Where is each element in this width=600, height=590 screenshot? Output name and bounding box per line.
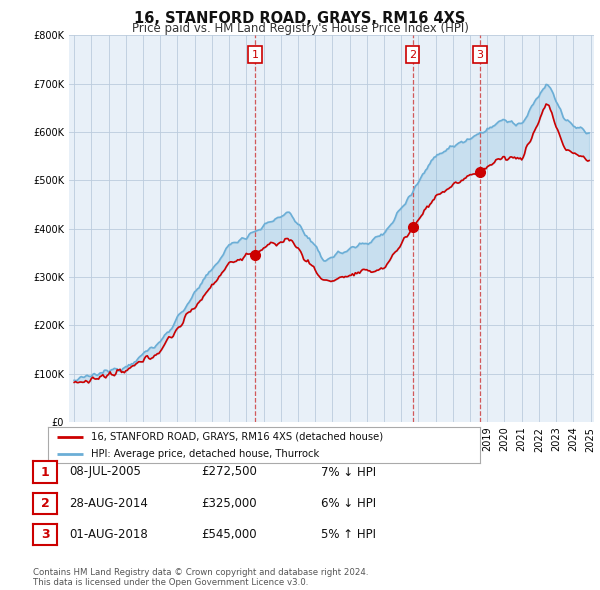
Text: £272,500: £272,500: [201, 466, 257, 478]
Text: 5% ↑ HPI: 5% ↑ HPI: [321, 528, 376, 541]
Text: 1: 1: [41, 466, 49, 478]
Text: 16, STANFORD ROAD, GRAYS, RM16 4XS: 16, STANFORD ROAD, GRAYS, RM16 4XS: [134, 11, 466, 25]
Text: 2: 2: [409, 50, 416, 60]
Text: £325,000: £325,000: [201, 497, 257, 510]
Text: HPI: Average price, detached house, Thurrock: HPI: Average price, detached house, Thur…: [91, 449, 319, 459]
Text: 7% ↓ HPI: 7% ↓ HPI: [321, 466, 376, 478]
Text: 3: 3: [476, 50, 484, 60]
Text: Contains HM Land Registry data © Crown copyright and database right 2024.
This d: Contains HM Land Registry data © Crown c…: [33, 568, 368, 587]
Text: 3: 3: [41, 528, 49, 541]
Text: 08-JUL-2005: 08-JUL-2005: [69, 466, 141, 478]
Text: 01-AUG-2018: 01-AUG-2018: [69, 528, 148, 541]
Text: Price paid vs. HM Land Registry's House Price Index (HPI): Price paid vs. HM Land Registry's House …: [131, 22, 469, 35]
Text: 16, STANFORD ROAD, GRAYS, RM16 4XS (detached house): 16, STANFORD ROAD, GRAYS, RM16 4XS (deta…: [91, 432, 383, 442]
Text: 2: 2: [41, 497, 49, 510]
Text: 1: 1: [252, 50, 259, 60]
Text: 6% ↓ HPI: 6% ↓ HPI: [321, 497, 376, 510]
Text: £545,000: £545,000: [201, 528, 257, 541]
Text: 28-AUG-2014: 28-AUG-2014: [69, 497, 148, 510]
